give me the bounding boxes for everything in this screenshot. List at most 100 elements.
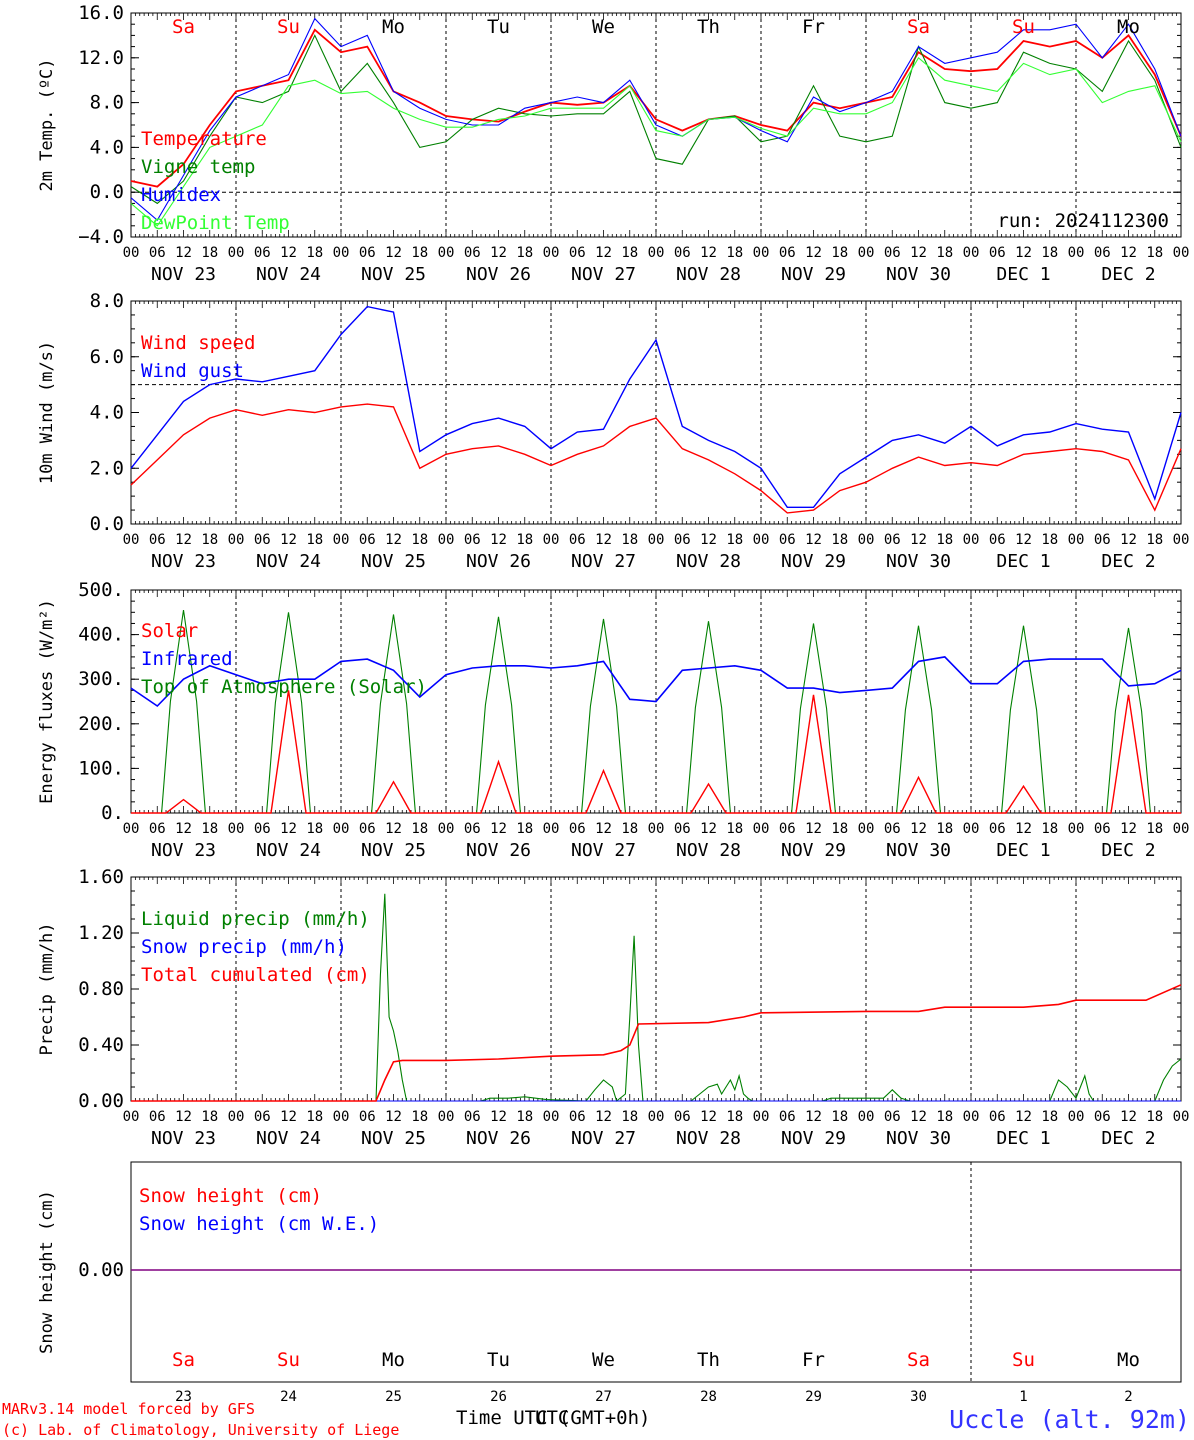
date-label: NOV 28	[676, 840, 741, 861]
date-label: DEC 2	[1101, 551, 1155, 572]
date-label: NOV 29	[781, 264, 846, 285]
series-line	[130, 403, 1182, 514]
hour-label: 00	[963, 532, 980, 548]
hour-label: 06	[884, 532, 901, 548]
hour-label: 12	[700, 245, 717, 261]
day-number: 25	[385, 1389, 402, 1405]
panel-5: 0.00 Snow height (cm) Snow height (cm) Snow…	[37, 1161, 1182, 1405]
hour-label: 12	[700, 532, 717, 548]
date-label: NOV 27	[571, 264, 636, 285]
hour-label: 12	[910, 1109, 927, 1125]
series-line	[131, 984, 1182, 1102]
panel-frame	[130, 300, 1182, 525]
hour-label: 06	[674, 821, 691, 837]
hour-label: 06	[149, 245, 166, 261]
y-tick-label: 0.00	[78, 1090, 124, 1112]
hour-label: 00	[963, 245, 980, 261]
weekday-label: Mo	[382, 16, 405, 38]
legend-entry: Top of Atmosphere (Solar)	[141, 676, 427, 698]
weekday-label: Sa	[172, 16, 195, 38]
lab-credit: (c) Lab. of Climatology, University of L…	[2, 1421, 399, 1439]
y-tick-label: 8.0	[90, 92, 124, 114]
hour-label: 12	[280, 532, 297, 548]
hour-label: 00	[228, 245, 245, 261]
hour-label: 18	[201, 821, 218, 837]
model-credit: MARv3.14 model forced by GFS	[2, 1400, 255, 1418]
hour-label: 18	[726, 532, 743, 548]
hour-label: 12	[805, 532, 822, 548]
hour-label: 06	[464, 1109, 481, 1125]
hour-label: 00	[333, 1109, 350, 1125]
hour-label: 12	[490, 245, 507, 261]
date-label: NOV 30	[886, 551, 951, 572]
weekday-label: Sa	[907, 1349, 930, 1371]
hour-label: 00	[753, 1109, 770, 1125]
weekday-label: Su	[277, 16, 300, 38]
hour-label: 18	[1146, 1109, 1163, 1125]
legend-entry: DewPoint Temp	[141, 212, 290, 234]
hour-label: 06	[569, 532, 586, 548]
hour-label: 00	[1173, 245, 1190, 261]
legend-entry: Infrared	[141, 648, 233, 670]
hour-label: 06	[1094, 245, 1111, 261]
hour-label: 00	[858, 821, 875, 837]
hour-label: 06	[989, 821, 1006, 837]
hour-label: 00	[438, 532, 455, 548]
y-axis-label: 10m Wind (m/s)	[37, 341, 57, 484]
date-label: NOV 26	[466, 264, 531, 285]
hour-label: 06	[674, 1109, 691, 1125]
hour-label: 06	[1094, 1109, 1111, 1125]
legend-entry: Vigne temp	[141, 156, 255, 178]
hour-label: 00	[1068, 245, 1085, 261]
series-line	[130, 56, 1182, 227]
day-number: 1	[1019, 1389, 1027, 1405]
weekday-label: Tu	[487, 1349, 510, 1371]
hour-label: 06	[254, 245, 271, 261]
hour-label: 00	[858, 532, 875, 548]
y-axis-label: Precip (mm/h)	[37, 922, 57, 1055]
hour-label: 18	[516, 532, 533, 548]
hour-label: 12	[280, 821, 297, 837]
hour-label: 18	[516, 1109, 533, 1125]
y-tick-label: 2.0	[90, 457, 124, 479]
hour-label: 12	[700, 821, 717, 837]
hour-label: 12	[385, 245, 402, 261]
day-number: 27	[595, 1389, 612, 1405]
hour-label: 00	[228, 532, 245, 548]
panel-2: 00 06 12 18 00 06 12 18 00 06 12 18 00 06 12 18 00 06 12 18…	[37, 290, 1189, 572]
y-tick-label: −4.0	[78, 226, 124, 248]
weekday-label: Sa	[172, 1349, 195, 1371]
day-number: 29	[805, 1389, 822, 1405]
hour-label: 06	[569, 245, 586, 261]
hour-label: 00	[1173, 821, 1190, 837]
hour-label: 06	[779, 1109, 796, 1125]
legend-entry: Wind speed	[141, 332, 255, 354]
hour-label: 18	[726, 1109, 743, 1125]
y-tick-label: 16.0	[78, 2, 124, 24]
hour-label: 18	[201, 1109, 218, 1125]
hour-label: 18	[831, 821, 848, 837]
hour-label: 12	[910, 821, 927, 837]
hour-label: 06	[359, 245, 376, 261]
weekday-label: Mo	[1117, 16, 1140, 38]
hour-label: 12	[175, 245, 192, 261]
date-label: NOV 30	[886, 264, 951, 285]
hour-label: 12	[910, 532, 927, 548]
panel-3: 00 06 12 18 00 06 12 18 00 06 12 18 00 06 12 18 00 06 12 18…	[37, 579, 1189, 861]
hour-label: 00	[648, 245, 665, 261]
hour-label: 06	[779, 821, 796, 837]
date-label: NOV 29	[781, 840, 846, 861]
date-label: DEC 1	[996, 840, 1050, 861]
hour-label: 00	[123, 1109, 140, 1125]
hour-label: 18	[726, 821, 743, 837]
date-label: NOV 29	[781, 1128, 846, 1149]
hour-label: 12	[1120, 1109, 1137, 1125]
hour-label: 18	[621, 245, 638, 261]
legend-entry: Temperature	[141, 128, 267, 150]
series-line	[130, 17, 1182, 222]
hour-label: 00	[1068, 532, 1085, 548]
weekday-label: Th	[697, 16, 720, 38]
hour-label: 00	[648, 1109, 665, 1125]
hour-label: 12	[805, 821, 822, 837]
hour-label: 06	[989, 1109, 1006, 1125]
